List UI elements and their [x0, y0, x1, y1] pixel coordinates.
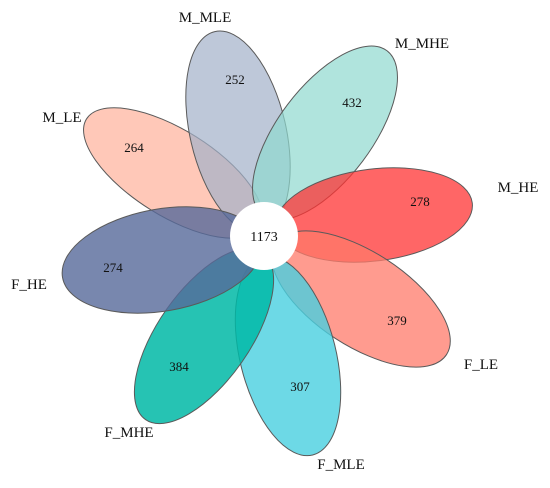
count-m-he: 278 — [410, 194, 430, 209]
label-m-mhe: M_MHE — [395, 36, 449, 52]
count-f-he: 274 — [103, 260, 123, 275]
center-count: 1173 — [250, 230, 277, 245]
count-f-mle: 307 — [290, 379, 310, 394]
label-m-he: M_HE — [498, 180, 539, 196]
count-m-le: 264 — [124, 140, 144, 155]
count-m-mle: 252 — [225, 72, 245, 87]
count-f-mhe: 384 — [169, 359, 189, 374]
label-f-he: F_HE — [11, 277, 47, 293]
label-f-le: F_LE — [464, 357, 498, 373]
label-m-mle: M_MLE — [179, 10, 232, 26]
count-f-le: 379 — [387, 313, 407, 328]
label-f-mle: F_MLE — [317, 457, 365, 473]
label-f-mhe: F_MHE — [104, 425, 153, 441]
center-circle — [230, 202, 298, 270]
count-m-mhe: 432 — [342, 95, 362, 110]
label-m-le: M_LE — [42, 110, 81, 126]
